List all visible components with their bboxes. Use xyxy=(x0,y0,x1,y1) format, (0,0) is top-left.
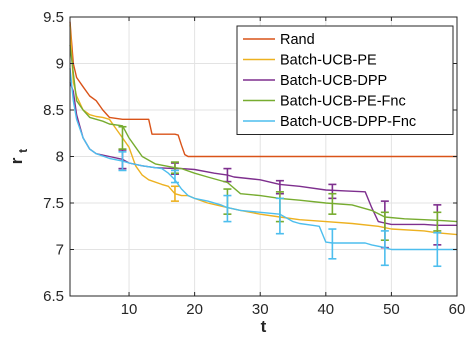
series-layer xyxy=(69,21,458,268)
error-bar xyxy=(328,228,337,260)
x-tick-label: 10 xyxy=(121,301,138,318)
error-bar xyxy=(170,185,179,202)
series-line xyxy=(69,68,457,251)
legend-label: Batch-UCB-PE-Fnc xyxy=(280,94,406,110)
legend-label: Rand xyxy=(280,32,315,48)
ticks xyxy=(70,16,458,297)
legend: Rand Batch-UCB-PE Batch-UCB-DPP Batch-UCB-P… xyxy=(236,25,454,135)
y-tick-label: 8 xyxy=(56,149,64,166)
y-tick-label: 9.5 xyxy=(43,9,64,26)
error-bar xyxy=(275,197,284,235)
y-tick-label: 7.5 xyxy=(43,195,64,212)
y-axis-label-main: r xyxy=(7,157,26,164)
error-bar xyxy=(328,192,337,215)
x-axis-label: t xyxy=(261,317,267,336)
error-bar xyxy=(170,169,179,184)
x-tick-label: 60 xyxy=(449,301,466,318)
legend-label: Batch-UCB-DPP-Fnc xyxy=(280,114,416,130)
y-tick-label: 7 xyxy=(56,242,64,259)
error-bar xyxy=(223,194,232,223)
y-axis-label: r t xyxy=(7,149,30,164)
series-batch-ucb-dpp-fnc xyxy=(69,68,457,268)
series-batch-ucb-pe xyxy=(69,24,458,236)
error-bar xyxy=(118,151,127,172)
series-rand xyxy=(69,21,457,158)
y-tick-label: 9 xyxy=(56,56,64,73)
legend-label: Batch-UCB-PE xyxy=(280,53,377,69)
x-tick-label: 50 xyxy=(383,301,400,318)
x-tick-label: 30 xyxy=(252,301,269,318)
error-bar xyxy=(433,211,442,232)
legend-label: Batch-UCB-DPP xyxy=(280,73,387,89)
y-axis-label-subscript: t xyxy=(16,149,30,153)
x-tick-label: 20 xyxy=(186,301,203,318)
y-tick-label: 6.5 xyxy=(43,288,64,305)
error-bar xyxy=(433,231,442,268)
y-tick-label: 8.5 xyxy=(43,102,64,119)
error-bar xyxy=(118,125,127,150)
series-line xyxy=(69,44,458,223)
series-line xyxy=(69,21,457,158)
tick-labels: 10 20 30 40 50 60 6.5 7 7.5 8 8.5 9 9.5 xyxy=(43,9,465,318)
error-bar xyxy=(380,230,389,267)
x-tick-label: 40 xyxy=(317,301,334,318)
